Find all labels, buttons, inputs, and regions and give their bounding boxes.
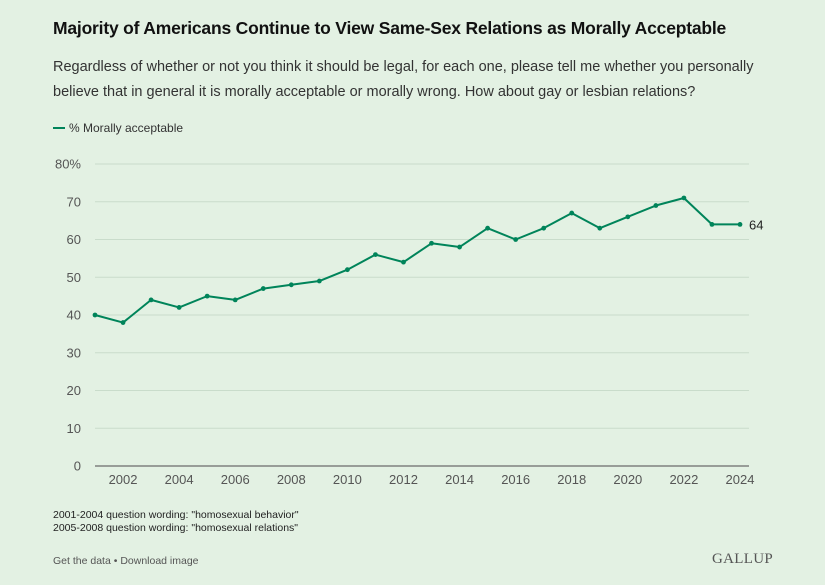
x-tick-label: 2022 (669, 472, 698, 487)
data-point (148, 297, 154, 303)
data-point (737, 222, 743, 227)
y-tick-label: 40 (67, 308, 81, 323)
data-point (176, 305, 182, 310)
gallup-logo: GALLUP (712, 551, 773, 567)
x-tick-label: 2006 (221, 472, 250, 487)
data-point (429, 240, 434, 246)
x-tick-label: 2010 (333, 472, 362, 487)
y-tick-label: 0 (74, 459, 81, 474)
note-2: 2005-2008 question wording: "homosexual … (53, 521, 299, 534)
data-point (709, 222, 715, 227)
y-tick-label: 80% (55, 157, 81, 172)
data-point (401, 259, 406, 265)
x-tick-label: 2016 (501, 472, 530, 487)
data-point (232, 297, 238, 303)
data-point (120, 320, 126, 325)
x-tick-label: 2014 (445, 472, 474, 487)
x-tick-label: 2024 (726, 472, 755, 487)
data-point (681, 195, 687, 201)
y-axis: 0 10 20 30 40 50 60 70 80% (55, 157, 81, 474)
data-point (569, 210, 575, 216)
get-data-link[interactable]: Get the data (53, 555, 111, 567)
y-tick-label: 50 (67, 270, 81, 285)
note-1: 2001-2004 question wording: "homosexual … (53, 509, 299, 521)
legend-swatch (53, 127, 65, 129)
data-point (204, 293, 210, 299)
data-point (625, 214, 631, 220)
x-tick-label: 2012 (389, 472, 418, 487)
data-point (513, 237, 519, 242)
chart-title: Majority of Americans Continue to View S… (53, 18, 727, 38)
series-line (94, 196, 740, 324)
y-tick-label: 10 (67, 421, 81, 436)
notes: 2001-2004 question wording: "homosexual … (53, 509, 299, 534)
legend-label: % Morally acceptable (69, 121, 184, 135)
data-point (344, 267, 350, 273)
data-point (485, 225, 491, 231)
footer-links: Get the data • Download image (53, 555, 199, 567)
y-tick-label: 70 (67, 194, 81, 209)
data-point (288, 282, 294, 288)
data-point (457, 244, 462, 250)
series: 64 (92, 195, 763, 325)
data-point (92, 312, 98, 318)
x-tick-label: 2002 (109, 472, 138, 487)
chart-subtitle: Regardless of whether or not you think i… (53, 59, 754, 100)
gridlines (95, 163, 749, 467)
data-point (541, 225, 547, 231)
download-image-link[interactable]: Download image (120, 555, 199, 567)
y-tick-label: 60 (67, 232, 81, 247)
legend: % Morally acceptable (53, 121, 183, 135)
x-axis: 2002 2004 2006 2008 2010 2012 2014 2016 2018 2020… (109, 472, 755, 487)
y-tick-label: 20 (67, 383, 81, 398)
data-point (316, 278, 322, 284)
separator: • (110, 555, 121, 567)
data-point (260, 286, 266, 291)
y-tick-label: 30 (67, 345, 81, 360)
x-tick-label: 2018 (557, 472, 586, 487)
x-tick-label: 2004 (165, 472, 194, 487)
data-point (373, 252, 378, 257)
x-tick-label: 2020 (613, 472, 642, 487)
x-tick-label: 2008 (277, 472, 306, 487)
data-point (653, 203, 659, 208)
end-value-label: 64 (749, 217, 763, 232)
data-point (597, 225, 603, 231)
